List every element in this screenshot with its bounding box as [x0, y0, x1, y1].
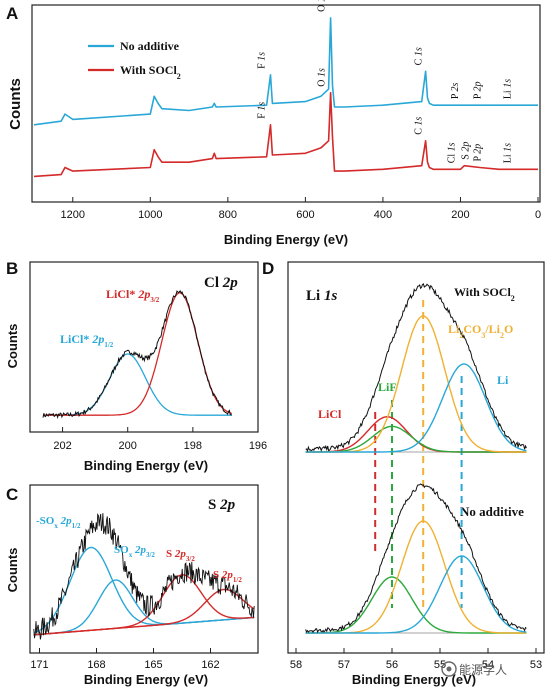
panel-b-raw-data [42, 290, 232, 420]
panel-c-xtick-label: 165 [144, 659, 162, 671]
panel-d-xtick-label: 55 [434, 659, 446, 671]
panel-d-frame [287, 261, 545, 654]
panel-c-raw-data [33, 513, 255, 640]
panel-a-peak-annotation: P 2p [472, 144, 483, 162]
panel-b-title: Cl 2p [204, 275, 238, 291]
panel-b-frame [29, 261, 259, 433]
panel-d-fit-component [305, 555, 527, 634]
panel-d-x-ticks: 58 57 56 55 54 53 [290, 648, 542, 671]
watermark-icon-dot [446, 666, 452, 672]
panel-d: D Binding Energy (eV) Li 1s With SOCl2 N… [262, 259, 545, 687]
panel-a-series-line [33, 91, 538, 178]
panel-a-peak-annotation: P 2p [472, 81, 483, 99]
panel-a-legend: No additive With SOCl2 [88, 39, 181, 81]
panel-d-xlabel: Binding Energy (eV) [352, 672, 476, 687]
panel-a-peak-annotation: C 1s [414, 47, 425, 65]
panel-b-curves [42, 290, 233, 420]
panel-d-dashed-markers [374, 300, 463, 608]
legend-label-no-additive: No additive [120, 39, 180, 53]
watermark-text: 能源学人 [459, 662, 507, 677]
panel-b-xtick-label: 202 [53, 440, 71, 452]
panel-c-letter: C [6, 485, 18, 504]
panel-c: C Counts Binding Energy (eV) S 2p 171 168… [5, 484, 259, 687]
panel-d-raw-data [305, 283, 527, 453]
panel-b-xlabel: Binding Energy (eV) [84, 458, 208, 473]
watermark-icon [441, 661, 457, 677]
panel-c-title: S 2p [208, 497, 236, 513]
panel-a-peak-annotation: Li 1s [502, 143, 513, 163]
panel-c-xlabel: Binding Energy (eV) [84, 672, 208, 687]
panel-c-xtick-label: 168 [87, 659, 105, 671]
panel-a-xtick-label: 200 [451, 209, 469, 221]
panel-a-xtick-label: 0 [535, 209, 541, 221]
panel-c-frame [29, 484, 259, 654]
panel-b-fit-licl-2p12 [43, 353, 232, 416]
watermark: 能源学人 [441, 661, 507, 677]
panel-a-annotations: F 1s O 1s C 1s P 2s P 2p Li 1s F 1s O 1s C 1s Cl … [256, 0, 513, 163]
peak-label-licl-2p12: LiCl* 2p1/2 [60, 332, 114, 349]
panel-d-label-no-additive: No additive [460, 504, 524, 519]
panel-a-series [33, 17, 538, 178]
panel-d-xtick-label: 54 [482, 659, 494, 671]
panel-d-xtick-label: 57 [338, 659, 350, 671]
component-label-lif: LiF [378, 380, 397, 394]
peak-label-sox-2p32: SOx 2p3/2 [114, 544, 155, 559]
panel-d-title: Li 1s [306, 288, 337, 304]
panel-b-xtick-label: 196 [249, 440, 267, 452]
panel-c-xtick-label: 171 [30, 659, 48, 671]
panel-a-ylabel: Counts [7, 78, 24, 130]
panel-c-curves [33, 513, 255, 640]
legend-label-with-socl2: With SOCl2 [120, 63, 181, 81]
component-label-licl: LiCl [318, 407, 342, 421]
panel-a-xtick-label: 800 [219, 209, 237, 221]
panel-b-letter: B [6, 259, 18, 278]
panel-a-xlabel: Binding Energy (eV) [224, 232, 348, 247]
peak-label-licl-2p32: LiCl* 2p3/2 [106, 287, 160, 304]
panel-d-xtick-label: 53 [530, 659, 542, 671]
panel-a-peak-annotation: F 1s [256, 102, 267, 119]
panel-a-xtick-label: 600 [296, 209, 314, 221]
panel-d-fit-component [305, 425, 527, 453]
panel-b-ylabel: Counts [5, 324, 20, 369]
panel-a-peak-annotation: S 2p [460, 142, 471, 160]
panel-d-raw-data [305, 483, 527, 634]
panel-a-peak-annotation: O 1s [317, 0, 328, 12]
panel-b: B Counts Binding Energy (eV) Cl 2p 202 20… [5, 259, 267, 473]
component-label-li2co3-li2o: Li2CO3/Li2O [448, 322, 513, 340]
panel-a-letter: A [6, 4, 18, 23]
panel-d-xtick-label: 58 [290, 659, 302, 671]
panel-c-fit-component [33, 579, 255, 636]
panel-c-fit-component [33, 588, 255, 636]
panel-a-peak-annotation: O 1s [317, 68, 328, 87]
panel-a-x-ticks: 1200 1000 800 600 400 200 0 [61, 197, 541, 221]
panel-d-fit-component [305, 363, 527, 453]
panel-a-series-line [33, 17, 538, 126]
panel-b-x-ticks: 202 200 198 196 [53, 427, 267, 452]
panel-a-frame [31, 4, 541, 203]
panel-c-x-ticks: 171 168 165 162 [30, 648, 220, 671]
panel-a-xtick-label: 1200 [61, 209, 85, 221]
component-label-li: Li [497, 373, 509, 387]
panel-a-peak-annotation: C 1s [414, 117, 425, 135]
panel-d-letter: D [262, 259, 274, 278]
panel-d-xtick-label: 56 [386, 659, 398, 671]
panel-a-peak-annotation: F 1s [256, 52, 267, 69]
panel-a: A Counts Binding Energy (eV) 1200 1000 800… [6, 0, 541, 247]
panel-c-xtick-label: 162 [201, 659, 219, 671]
panel-c-ylabel: Counts [5, 548, 20, 593]
panel-a-peak-annotation: Li 1s [502, 79, 513, 99]
panel-b-xtick-label: 198 [184, 440, 202, 452]
peak-label-sox-2p12: -SOx 2p1/2 [36, 515, 81, 530]
panel-d-label-with-socl2: With SOCl2 [454, 285, 515, 303]
panel-d-curves [305, 283, 527, 634]
panel-a-xtick-label: 1000 [138, 209, 162, 221]
panel-d-fit-component [305, 576, 527, 634]
panel-a-peak-annotation: Cl 1s [446, 142, 457, 163]
panel-a-xtick-label: 400 [374, 209, 392, 221]
panel-b-xtick-label: 200 [119, 440, 137, 452]
panel-a-peak-annotation: P 2s [450, 82, 461, 99]
